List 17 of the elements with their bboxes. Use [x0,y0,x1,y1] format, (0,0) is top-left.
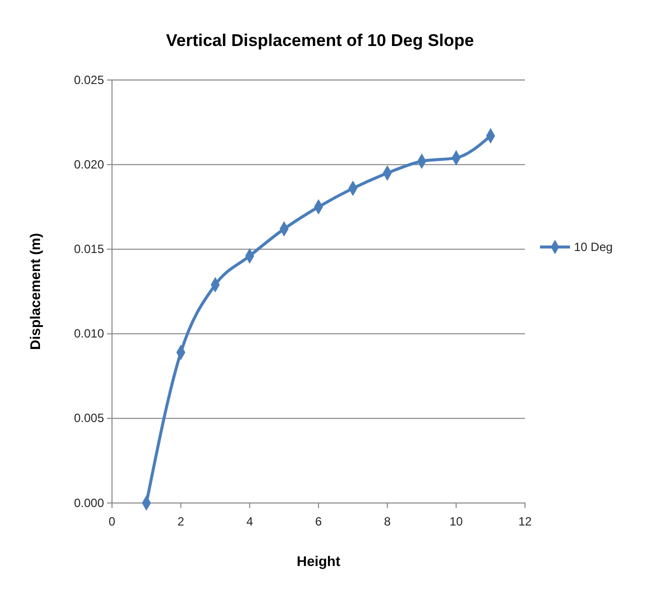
x-tick-label: 10 [449,514,464,528]
chart-title: Vertical Displacement of 10 Deg Slope [166,31,474,50]
x-tick-label: 2 [177,514,184,528]
y-tick-label: 0.000 [74,496,104,510]
y-tick-label: 0.025 [74,72,104,87]
y-tick-label: 0.020 [74,157,104,172]
x-tick-label: 8 [384,514,391,528]
x-tick-label: 4 [246,514,254,528]
x-tick-label: 12 [518,514,532,528]
legend-label: 10 Deg [574,240,613,254]
y-tick-label: 0.005 [74,411,104,426]
x-axis-title: Height [296,553,341,569]
y-tick-label: 0.015 [74,242,104,256]
y-tick-label: 0.010 [74,326,104,341]
x-tick-label: 0 [108,514,116,528]
y-axis-title: Displacement (m) [27,233,43,350]
x-tick-label: 6 [315,514,322,528]
